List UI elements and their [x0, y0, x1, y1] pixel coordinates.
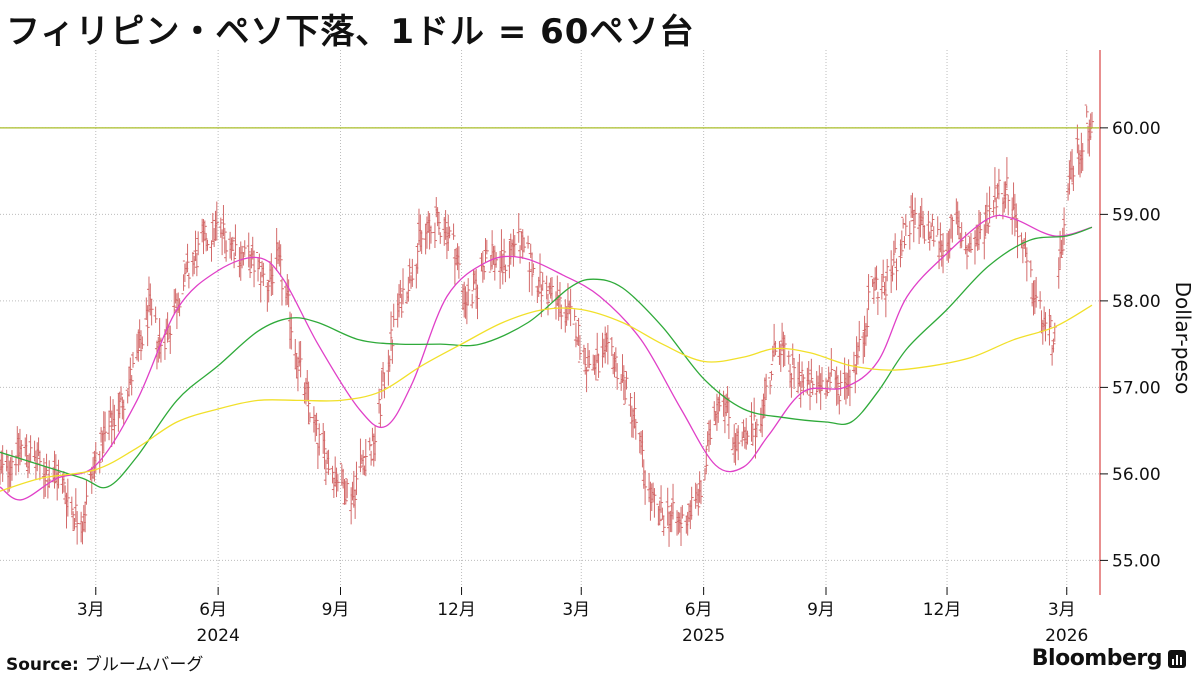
y-tick-label: 58.00 [1112, 292, 1161, 312]
y-axis-label: Dollar-peso [1171, 282, 1195, 395]
vertical-gridlines [95, 50, 1068, 595]
source-value: ブルームバーグ [84, 655, 204, 675]
y-tick-label: 55.00 [1112, 551, 1161, 571]
x-tick-label: 6月 [685, 600, 713, 620]
source-note: Source: ブルームバーグ [6, 650, 203, 675]
source-label: Source: [6, 655, 79, 675]
x-tick-label: 12月 [437, 600, 476, 620]
x-tick-label: 3月 [562, 600, 590, 620]
bloomberg-bars-icon [1168, 649, 1186, 668]
bloomberg-logo: Bloomberg [1032, 646, 1186, 671]
x-year-label: 2024 [197, 626, 240, 646]
y-tick-label: 56.00 [1112, 465, 1161, 485]
x-tick-label: 6月 [199, 600, 227, 620]
x-tick-label: 9月 [322, 600, 350, 620]
moving-average-line-2 [0, 226, 1093, 489]
x-axis: 3月 6月 9月 12月 3月 6月 9月 12月 3月 2024 2025 2026 [77, 587, 1088, 646]
y-tick-label: 57.00 [1112, 378, 1161, 398]
x-tick-label: 12月 [923, 600, 962, 620]
x-tick-label: 9月 [807, 600, 835, 620]
y-tick-label: 59.00 [1112, 205, 1161, 225]
moving-average-line-3 [0, 304, 1093, 492]
x-year-label: 2025 [682, 626, 725, 646]
brand-name: Bloomberg [1031, 646, 1163, 671]
y-axis: 55.00 56.00 57.00 58.00 59.00 60.00 [1099, 50, 1161, 595]
x-tick-label: 3月 [1048, 600, 1076, 620]
y-tick-label: 60.00 [1112, 119, 1161, 139]
x-year-label: 2026 [1045, 626, 1088, 646]
x-tick-label: 3月 [77, 600, 105, 620]
chart-title: フィリピン・ペソ下落、1ドル = 60ペソ台 [6, 12, 695, 52]
moving-average-line-1 [0, 214, 1093, 501]
moving-averages [0, 214, 1093, 501]
